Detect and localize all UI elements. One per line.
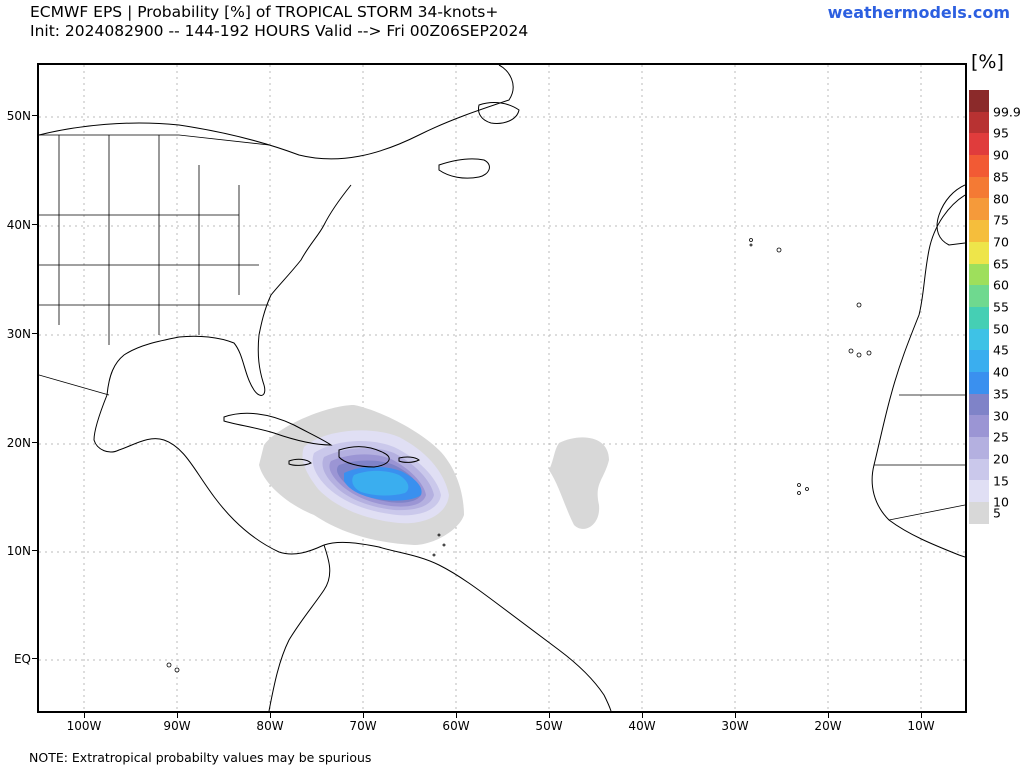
colorbar-label: 60 xyxy=(993,277,1009,293)
lon-label: 30W xyxy=(721,719,749,733)
lat-tick xyxy=(32,550,37,551)
lon-tick xyxy=(363,713,364,718)
title-line-1: ECMWF EPS | Probability [%] of TROPICAL … xyxy=(30,3,499,21)
colorbar-label: 65 xyxy=(993,256,1009,272)
lon-tick xyxy=(456,713,457,718)
colorbar-swatch xyxy=(969,90,989,112)
colorbar-label: 45 xyxy=(993,342,1009,358)
colorbar-label: 10 xyxy=(993,494,1009,510)
lon-tick xyxy=(270,713,271,718)
lon-tick xyxy=(549,713,550,718)
lon-tick xyxy=(177,713,178,718)
colorbar-label: 55 xyxy=(993,299,1009,315)
colorbar-label: 15 xyxy=(993,473,1009,489)
footer-note: NOTE: Extratropical probabilty values ma… xyxy=(29,750,372,765)
map-title: ECMWF EPS | Probability [%] of TROPICAL … xyxy=(30,3,528,41)
colorbar-label: 25 xyxy=(993,429,1009,445)
colorbar-swatch xyxy=(969,198,989,221)
islands xyxy=(166,238,872,673)
probability-shading xyxy=(259,405,609,545)
colorbar-swatch xyxy=(969,502,989,524)
lat-label: 40N xyxy=(6,218,31,232)
lon-label: 100W xyxy=(66,719,102,733)
lat-tick xyxy=(32,442,37,443)
colorbar-label: 85 xyxy=(993,169,1009,185)
lat-label: 10N xyxy=(6,544,31,558)
colorbar xyxy=(969,90,989,524)
lon-label: 40W xyxy=(628,719,656,733)
colorbar-swatch xyxy=(969,263,989,286)
lon-label: 70W xyxy=(349,719,377,733)
colorbar-swatch xyxy=(969,437,989,459)
colorbar-swatch xyxy=(969,393,989,416)
lon-tick xyxy=(921,713,922,718)
colorbar-swatch xyxy=(969,306,989,329)
map-canvas xyxy=(39,65,965,711)
lon-tick xyxy=(642,713,643,718)
colorbar-swatch xyxy=(969,371,989,394)
colorbar-swatch xyxy=(969,350,989,372)
lon-tick xyxy=(84,713,85,718)
colorbar-label: 40 xyxy=(993,364,1009,380)
lon-label: 10W xyxy=(907,719,935,733)
lat-label: 30N xyxy=(6,327,31,341)
colorbar-swatch xyxy=(969,111,989,134)
lat-tick xyxy=(32,658,37,659)
colorbar-swatch xyxy=(969,220,989,242)
colorbar-label: 35 xyxy=(993,386,1009,402)
lat-tick xyxy=(32,115,37,116)
map-gridlines xyxy=(39,65,965,711)
lat-label: 20N xyxy=(6,436,31,450)
lon-label: 80W xyxy=(256,719,284,733)
colorbar-swatch xyxy=(969,155,989,177)
colorbar-swatch xyxy=(969,458,989,481)
colorbar-label: 50 xyxy=(993,321,1009,337)
lon-label: 20W xyxy=(814,719,842,733)
colorbar-swatch xyxy=(969,133,989,156)
colorbar-label: 5 xyxy=(993,505,1001,521)
lon-label: 90W xyxy=(163,719,191,733)
lat-tick xyxy=(32,333,37,334)
colorbar-swatch xyxy=(969,480,989,503)
colorbar-swatch xyxy=(969,241,989,264)
colorbar-label: 99.9 xyxy=(993,104,1021,120)
lon-tick xyxy=(735,713,736,718)
lat-tick xyxy=(32,224,37,225)
colorbar-swatch xyxy=(969,176,989,199)
colorbar-label: 20 xyxy=(993,451,1009,467)
brand-link[interactable]: weathermodels.com xyxy=(827,3,1010,22)
coastlines xyxy=(39,65,965,711)
colorbar-label: 30 xyxy=(993,408,1009,423)
colorbar-swatch xyxy=(969,285,989,307)
colorbar-label: 95 xyxy=(993,125,1009,141)
colorbar-units: [%] xyxy=(971,51,1004,73)
lat-label: EQ xyxy=(13,652,31,666)
map-panel xyxy=(37,63,967,713)
lon-tick xyxy=(828,713,829,718)
lat-label: 50N xyxy=(6,109,31,123)
title-line-2: Init: 2024082900 -- 144-192 HOURS Valid … xyxy=(30,22,529,40)
colorbar-label: 70 xyxy=(993,234,1009,250)
colorbar-label: 80 xyxy=(993,191,1009,206)
colorbar-swatch xyxy=(969,328,989,351)
colorbar-label: 90 xyxy=(993,147,1009,163)
colorbar-swatch xyxy=(969,415,989,437)
colorbar-label: 75 xyxy=(993,212,1009,228)
lon-label: 50W xyxy=(535,719,563,733)
lon-label: 60W xyxy=(442,719,470,733)
political-borders xyxy=(39,134,965,521)
